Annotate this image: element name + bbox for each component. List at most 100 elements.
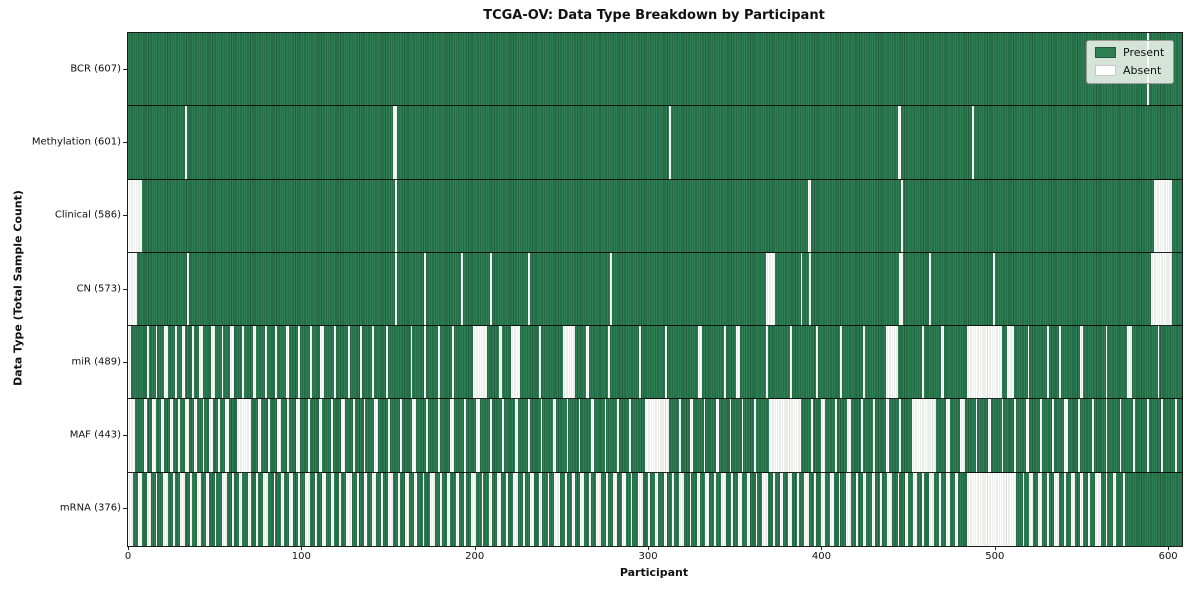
absent-span <box>211 326 215 400</box>
absent-span <box>1006 326 1014 400</box>
absent-span <box>630 472 633 546</box>
absent-span <box>571 472 576 546</box>
absent-span <box>622 472 626 546</box>
y-tick-mark <box>123 288 127 290</box>
x-tick-mark <box>994 546 996 550</box>
x-tick-label-0: 0 <box>124 551 132 562</box>
absent-span <box>502 399 505 473</box>
absent-span <box>394 179 397 253</box>
absent-span <box>845 472 851 546</box>
absent-span <box>162 472 168 546</box>
absent-span <box>318 399 323 473</box>
absent-span <box>181 326 186 400</box>
absent-span <box>821 472 825 546</box>
absent-span <box>939 472 942 546</box>
absent-span <box>398 472 401 546</box>
y-tick-mark <box>123 361 127 363</box>
absent-span <box>1029 472 1033 546</box>
absent-span <box>464 472 467 546</box>
absent-span <box>928 252 931 327</box>
absent-span <box>202 399 205 473</box>
absent-span <box>528 252 531 327</box>
absent-span <box>505 472 508 546</box>
absent-span <box>814 472 817 546</box>
absent-span <box>143 399 148 473</box>
absent-span <box>563 326 576 400</box>
absent-span <box>1161 399 1163 473</box>
absent-span <box>173 472 175 546</box>
absent-span <box>762 472 768 546</box>
absent-span <box>320 326 324 400</box>
absent-span <box>715 399 720 473</box>
legend: Present Absent <box>1086 40 1175 84</box>
absent-span <box>554 472 560 546</box>
absent-span <box>238 472 243 546</box>
heatmap-row-Clinical <box>128 179 1182 253</box>
absent-span <box>206 472 210 546</box>
absent-span <box>363 472 368 546</box>
absent-span <box>838 472 841 546</box>
absent-span <box>147 472 151 546</box>
absent-span <box>304 472 310 546</box>
absent-span <box>185 399 189 473</box>
heatmap-row-MAF <box>128 399 1182 473</box>
absent-span <box>414 472 418 546</box>
absent-span <box>1088 472 1091 546</box>
absent-span <box>880 472 883 546</box>
absent-span <box>946 399 950 473</box>
absent-span <box>921 472 924 546</box>
absent-span <box>438 326 441 400</box>
absent-span <box>639 326 642 400</box>
absent-span <box>322 472 326 546</box>
absent-span <box>797 472 799 546</box>
absent-span <box>679 472 685 546</box>
absent-span <box>372 472 376 546</box>
absent-span <box>1079 326 1084 400</box>
absent-span <box>1001 399 1004 473</box>
absent-span <box>975 399 978 473</box>
absent-span <box>585 326 590 400</box>
absent-span <box>830 472 834 546</box>
absent-span <box>811 399 813 473</box>
present-swatch-icon <box>1095 47 1116 58</box>
absent-span <box>471 472 477 546</box>
absent-span <box>169 399 174 473</box>
absent-span <box>901 179 903 253</box>
x-tick-mark <box>648 546 650 550</box>
absent-span <box>339 472 342 546</box>
absent-span <box>1105 472 1108 546</box>
absent-span <box>237 399 252 473</box>
absent-span <box>128 472 134 546</box>
absent-span <box>871 472 876 546</box>
absent-span <box>209 399 213 473</box>
row-separator <box>128 251 1182 253</box>
absent-span <box>1027 326 1030 400</box>
absent-span <box>993 252 995 327</box>
absent-span <box>769 399 801 473</box>
absent-span <box>755 472 758 546</box>
absent-span <box>816 326 818 400</box>
absent-span <box>476 399 480 473</box>
absent-span <box>696 472 701 546</box>
absent-span <box>589 472 591 546</box>
absent-span <box>840 326 843 400</box>
absent-span <box>372 326 375 400</box>
absent-span <box>353 399 356 473</box>
absent-span <box>887 472 893 546</box>
absent-span <box>720 472 727 546</box>
absent-span <box>1051 399 1054 473</box>
absent-span <box>590 399 595 473</box>
absent-span <box>899 252 903 327</box>
absent-span <box>552 399 557 473</box>
absent-span <box>186 252 189 327</box>
x-tick-label-300: 300 <box>638 551 658 562</box>
absent-span <box>885 326 898 400</box>
absent-span <box>847 399 851 473</box>
absent-span <box>835 399 837 473</box>
absent-span <box>1053 472 1059 546</box>
absent-span <box>455 472 460 546</box>
absent-span <box>356 472 359 546</box>
absent-span <box>1046 472 1049 546</box>
row-separator <box>128 325 1182 327</box>
y-tick-label-MAF: MAF (443) <box>69 429 121 441</box>
